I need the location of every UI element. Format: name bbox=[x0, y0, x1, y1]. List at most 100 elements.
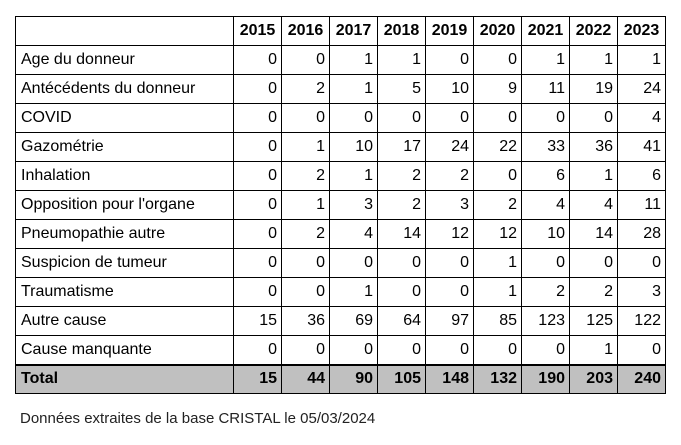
total-cell: 190 bbox=[521, 363, 570, 394]
table-cell: 0 bbox=[425, 103, 474, 133]
table-row: Gazométrie 0 1 10 17 24 22 33 36 41 bbox=[15, 132, 666, 162]
table-cell: 0 bbox=[425, 45, 474, 75]
table-cell: 12 bbox=[473, 219, 522, 249]
table-cell: 0 bbox=[281, 248, 330, 278]
table-cell: 0 bbox=[233, 103, 282, 133]
row-label: Pneumopathie autre bbox=[15, 219, 234, 249]
total-cell: 90 bbox=[329, 363, 378, 394]
table-cell: 1 bbox=[473, 248, 522, 278]
source-note: Données extraites de la base CRISTAL le … bbox=[20, 410, 376, 427]
year-header: 2021 bbox=[521, 16, 570, 46]
table-row: Pneumopathie autre 0 2 4 14 12 12 10 14 28 bbox=[15, 219, 666, 249]
table-cell: 0 bbox=[329, 335, 378, 365]
table-row: Suspicion de tumeur 0 0 0 0 0 1 0 0 0 bbox=[15, 248, 666, 278]
year-header: 2018 bbox=[377, 16, 426, 46]
table-cell: 97 bbox=[425, 306, 474, 336]
total-cell: 44 bbox=[281, 363, 330, 394]
table-cell: 2 bbox=[473, 190, 522, 220]
row-label: Autre cause bbox=[15, 306, 234, 336]
table-cell: 0 bbox=[569, 248, 618, 278]
table-cell: 1 bbox=[569, 45, 618, 75]
table-cell: 0 bbox=[233, 190, 282, 220]
table-cell: 11 bbox=[521, 74, 570, 104]
row-label: Age du donneur bbox=[15, 45, 234, 75]
row-label: Cause manquante bbox=[15, 335, 234, 365]
table-cell: 0 bbox=[425, 248, 474, 278]
table-cell: 2 bbox=[281, 161, 330, 191]
table-cell: 2 bbox=[521, 277, 570, 307]
data-table: 2015 2016 2017 2018 2019 2020 2021 2022 … bbox=[15, 16, 666, 394]
table-cell: 36 bbox=[281, 306, 330, 336]
table-cell: 0 bbox=[473, 103, 522, 133]
table-cell: 3 bbox=[329, 190, 378, 220]
table-cell: 64 bbox=[377, 306, 426, 336]
row-label: Antécédents du donneur bbox=[15, 74, 234, 104]
table-cell: 0 bbox=[617, 248, 666, 278]
total-cell: 132 bbox=[473, 363, 522, 394]
table-cell: 0 bbox=[425, 277, 474, 307]
table-cell: 0 bbox=[233, 277, 282, 307]
table-cell: 0 bbox=[233, 74, 282, 104]
year-header: 2023 bbox=[617, 16, 666, 46]
row-label: COVID bbox=[15, 103, 234, 133]
table-cell: 0 bbox=[233, 161, 282, 191]
table-cell: 10 bbox=[329, 132, 378, 162]
table-cell: 0 bbox=[233, 248, 282, 278]
table-cell: 6 bbox=[617, 161, 666, 191]
year-header: 2022 bbox=[569, 16, 618, 46]
table-cell: 1 bbox=[329, 161, 378, 191]
table-cell: 1 bbox=[569, 161, 618, 191]
corner-cell bbox=[15, 16, 234, 46]
table-cell: 1 bbox=[329, 45, 378, 75]
total-cell: 105 bbox=[377, 363, 426, 394]
table-cell: 1 bbox=[377, 45, 426, 75]
table-cell: 1 bbox=[281, 190, 330, 220]
table-cell: 2 bbox=[569, 277, 618, 307]
table-cell: 12 bbox=[425, 219, 474, 249]
table-cell: 69 bbox=[329, 306, 378, 336]
table-cell: 0 bbox=[233, 219, 282, 249]
table-cell: 3 bbox=[425, 190, 474, 220]
table-cell: 0 bbox=[425, 335, 474, 365]
table-cell: 4 bbox=[569, 190, 618, 220]
table-cell: 1 bbox=[281, 132, 330, 162]
table-cell: 36 bbox=[569, 132, 618, 162]
header-row: 2015 2016 2017 2018 2019 2020 2021 2022 … bbox=[15, 16, 666, 46]
table-cell: 4 bbox=[617, 103, 666, 133]
year-header: 2015 bbox=[233, 16, 282, 46]
table-cell: 10 bbox=[425, 74, 474, 104]
table-cell: 9 bbox=[473, 74, 522, 104]
table-cell: 14 bbox=[569, 219, 618, 249]
year-header: 2017 bbox=[329, 16, 378, 46]
table-cell: 3 bbox=[617, 277, 666, 307]
table-cell: 4 bbox=[521, 190, 570, 220]
table-cell: 24 bbox=[617, 74, 666, 104]
table-cell: 0 bbox=[329, 103, 378, 133]
table-cell: 85 bbox=[473, 306, 522, 336]
row-label: Traumatisme bbox=[15, 277, 234, 307]
table-cell: 0 bbox=[521, 103, 570, 133]
table-row: Traumatisme 0 0 1 0 0 1 2 2 3 bbox=[15, 277, 666, 307]
table-row: Autre cause 15 36 69 64 97 85 123 125 122 bbox=[15, 306, 666, 336]
total-row: Total 15 44 90 105 148 132 190 203 240 bbox=[15, 363, 666, 394]
total-cell: 240 bbox=[617, 363, 666, 394]
table-cell: 1 bbox=[617, 45, 666, 75]
table-cell: 1 bbox=[329, 277, 378, 307]
table-row: Cause manquante 0 0 0 0 0 0 0 1 0 bbox=[15, 335, 666, 365]
table-cell: 0 bbox=[569, 103, 618, 133]
table-cell: 0 bbox=[617, 335, 666, 365]
table-row: Age du donneur 0 0 1 1 0 0 1 1 1 bbox=[15, 45, 666, 75]
table-cell: 0 bbox=[281, 277, 330, 307]
table-row: Antécédents du donneur 0 2 1 5 10 9 11 19 24 bbox=[15, 74, 666, 104]
table-cell: 24 bbox=[425, 132, 474, 162]
table-cell: 123 bbox=[521, 306, 570, 336]
row-label: Opposition pour l'organe bbox=[15, 190, 234, 220]
table-body: Age du donneur 0 0 1 1 0 0 1 1 1 Antécédents du do… bbox=[15, 45, 666, 365]
table-cell: 4 bbox=[329, 219, 378, 249]
table-cell: 0 bbox=[473, 335, 522, 365]
table-cell: 1 bbox=[569, 335, 618, 365]
table-cell: 2 bbox=[377, 190, 426, 220]
year-header: 2016 bbox=[281, 16, 330, 46]
total-cell: 148 bbox=[425, 363, 474, 394]
table-cell: 33 bbox=[521, 132, 570, 162]
